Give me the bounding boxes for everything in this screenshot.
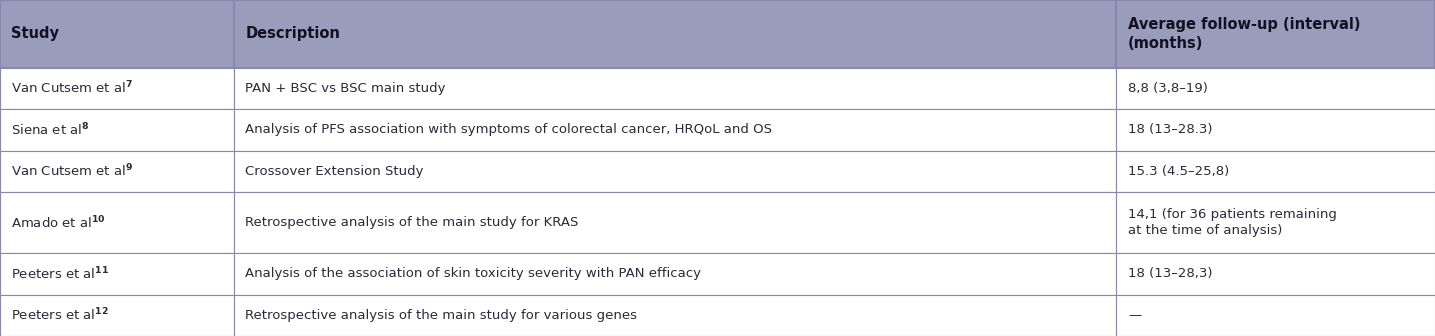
Bar <box>234 68 1116 109</box>
Bar <box>1116 295 1435 336</box>
Text: Description: Description <box>245 26 340 41</box>
Bar <box>0 192 234 253</box>
Text: Retrospective analysis of the main study for various genes: Retrospective analysis of the main study… <box>245 309 637 322</box>
Bar <box>1116 68 1435 109</box>
Bar <box>1116 0 1435 68</box>
Text: 8,8 (3,8–19): 8,8 (3,8–19) <box>1128 82 1208 95</box>
Bar <box>1116 253 1435 295</box>
Bar <box>234 151 1116 192</box>
Bar <box>0 151 234 192</box>
Bar <box>0 0 234 68</box>
Text: —: — <box>1128 309 1141 322</box>
Text: Analysis of PFS association with symptoms of colorectal cancer, HRQoL and OS: Analysis of PFS association with symptom… <box>245 123 772 136</box>
Bar <box>0 109 234 151</box>
Bar <box>234 0 1116 68</box>
Bar <box>1116 109 1435 151</box>
Text: 18 (13–28.3): 18 (13–28.3) <box>1128 123 1213 136</box>
Text: PAN + BSC vs BSC main study: PAN + BSC vs BSC main study <box>245 82 446 95</box>
Bar <box>0 68 234 109</box>
Bar <box>234 253 1116 295</box>
Text: 18 (13–28,3): 18 (13–28,3) <box>1128 267 1213 280</box>
Bar <box>0 295 234 336</box>
Text: Van Cutsem et al$^{\mathbf{7}}$: Van Cutsem et al$^{\mathbf{7}}$ <box>11 80 133 97</box>
Text: Analysis of the association of skin toxicity severity with PAN efficacy: Analysis of the association of skin toxi… <box>245 267 702 280</box>
Bar <box>1116 151 1435 192</box>
Text: 15.3 (4.5–25,8): 15.3 (4.5–25,8) <box>1128 165 1230 178</box>
Text: Study: Study <box>11 26 59 41</box>
Text: 14,1 (for 36 patients remaining
at the time of analysis): 14,1 (for 36 patients remaining at the t… <box>1128 208 1337 237</box>
Text: Van Cutsem et al$^{\mathbf{9}}$: Van Cutsem et al$^{\mathbf{9}}$ <box>11 163 133 179</box>
Bar <box>234 109 1116 151</box>
Text: Average follow-up (interval)
(months): Average follow-up (interval) (months) <box>1128 17 1360 51</box>
Bar <box>0 253 234 295</box>
Bar <box>234 192 1116 253</box>
Text: Amado et al$^{\mathbf{10}}$: Amado et al$^{\mathbf{10}}$ <box>11 214 106 231</box>
Text: Peeters et al$^{\mathbf{11}}$: Peeters et al$^{\mathbf{11}}$ <box>11 265 109 282</box>
Bar <box>234 295 1116 336</box>
Text: Crossover Extension Study: Crossover Extension Study <box>245 165 423 178</box>
Text: Siena et al$^{\mathbf{8}}$: Siena et al$^{\mathbf{8}}$ <box>11 122 90 138</box>
Bar <box>1116 192 1435 253</box>
Text: Peeters et al$^{\mathbf{12}}$: Peeters et al$^{\mathbf{12}}$ <box>11 307 109 324</box>
Text: Retrospective analysis of the main study for KRAS: Retrospective analysis of the main study… <box>245 216 578 229</box>
